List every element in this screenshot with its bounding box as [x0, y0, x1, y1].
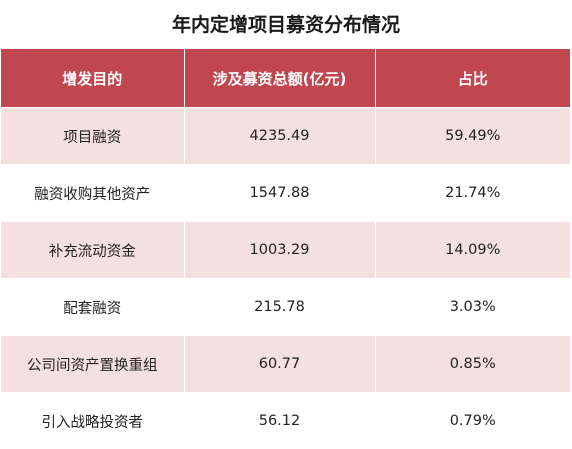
cell-share: 14.09%: [375, 222, 570, 279]
cell-purpose: 配套融资: [1, 279, 184, 336]
table-row: 补充流动资金 1003.29 14.09%: [1, 222, 570, 279]
cell-amount: 60.77: [184, 336, 375, 393]
cell-amount: 4235.49: [184, 108, 375, 165]
cell-purpose: 引入战略投资者: [1, 393, 184, 449]
table-row: 配套融资 215.78 3.03%: [1, 279, 570, 336]
table-row: 公司间资产置换重组 60.77 0.85%: [1, 336, 570, 393]
cell-share: 3.03%: [375, 279, 570, 336]
column-header-amount: 涉及募资总额(亿元): [184, 49, 375, 108]
table-header-row: 增发目的 涉及募资总额(亿元) 占比: [1, 49, 570, 108]
cell-amount: 1547.88: [184, 165, 375, 222]
cell-share: 0.79%: [375, 393, 570, 449]
column-header-share: 占比: [375, 49, 570, 108]
cell-share: 0.85%: [375, 336, 570, 393]
column-header-purpose: 增发目的: [1, 49, 184, 108]
cell-share: 59.49%: [375, 108, 570, 165]
cell-share: 21.74%: [375, 165, 570, 222]
cell-purpose: 融资收购其他资产: [1, 165, 184, 222]
cell-purpose: 项目融资: [1, 108, 184, 165]
data-table: 增发目的 涉及募资总额(亿元) 占比 项目融资 4235.49 59.49% 融…: [1, 49, 570, 449]
cell-purpose: 补充流动资金: [1, 222, 184, 279]
table-row: 项目融资 4235.49 59.49%: [1, 108, 570, 165]
cell-amount: 215.78: [184, 279, 375, 336]
table-row: 融资收购其他资产 1547.88 21.74%: [1, 165, 570, 222]
cell-purpose: 公司间资产置换重组: [1, 336, 184, 393]
table-row: 引入战略投资者 56.12 0.79%: [1, 393, 570, 449]
cell-amount: 56.12: [184, 393, 375, 449]
cell-amount: 1003.29: [184, 222, 375, 279]
chart-title: 年内定增项目募资分布情况: [0, 10, 572, 40]
